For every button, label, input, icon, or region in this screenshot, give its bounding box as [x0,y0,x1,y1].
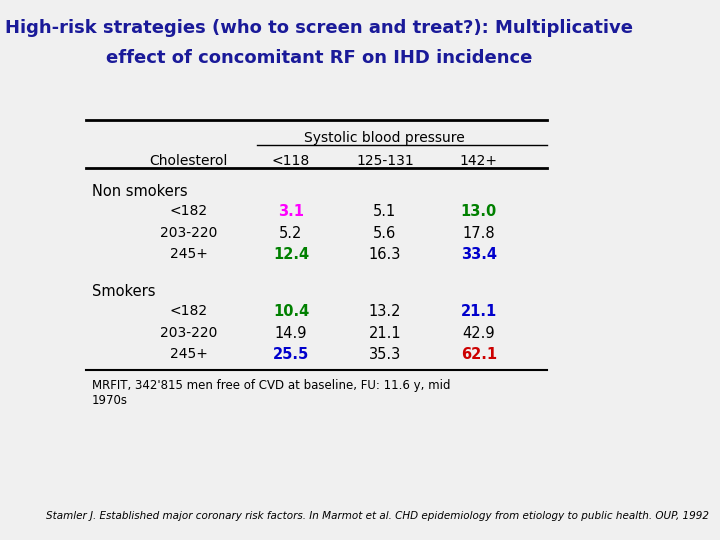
Text: 5.6: 5.6 [373,226,397,241]
Text: 203-220: 203-220 [160,226,217,240]
Text: 13.2: 13.2 [369,304,401,319]
Text: <182: <182 [169,204,207,218]
Text: MRFIT, 342'815 men free of CVD at baseline, FU: 11.6 y, mid
1970s: MRFIT, 342'815 men free of CVD at baseli… [92,379,451,407]
Text: 10.4: 10.4 [273,304,309,319]
Text: Non smokers: Non smokers [92,184,187,199]
Text: 125-131: 125-131 [356,154,414,168]
Text: 5.2: 5.2 [279,226,302,241]
Text: <182: <182 [169,304,207,318]
Text: 203-220: 203-220 [160,326,217,340]
Text: 62.1: 62.1 [461,347,497,362]
Text: 5.1: 5.1 [373,204,397,219]
Text: 21.1: 21.1 [369,326,401,341]
Text: 245+: 245+ [170,247,207,261]
Text: 245+: 245+ [170,347,207,361]
Text: 33.4: 33.4 [461,247,497,262]
Text: 14.9: 14.9 [275,326,307,341]
Text: 12.4: 12.4 [273,247,309,262]
Text: effect of concomitant RF on IHD incidence: effect of concomitant RF on IHD incidenc… [107,49,533,66]
Text: 13.0: 13.0 [461,204,497,219]
Text: Smokers: Smokers [92,284,156,299]
Text: Stamler J. Established major coronary risk factors. In Marmot et al. CHD epidemi: Stamler J. Established major coronary ri… [46,511,709,521]
Text: 21.1: 21.1 [461,304,497,319]
Text: 16.3: 16.3 [369,247,401,262]
Text: 3.1: 3.1 [278,204,304,219]
Text: 17.8: 17.8 [462,226,495,241]
Text: 142+: 142+ [459,154,498,168]
Text: <118: <118 [272,154,310,168]
Text: 42.9: 42.9 [462,326,495,341]
Text: 35.3: 35.3 [369,347,401,362]
Text: Systolic blood pressure: Systolic blood pressure [305,131,465,145]
Text: High-risk strategies (who to screen and treat?): Multiplicative: High-risk strategies (who to screen and … [6,19,634,37]
Text: 25.5: 25.5 [273,347,309,362]
Text: Cholesterol: Cholesterol [149,154,228,168]
